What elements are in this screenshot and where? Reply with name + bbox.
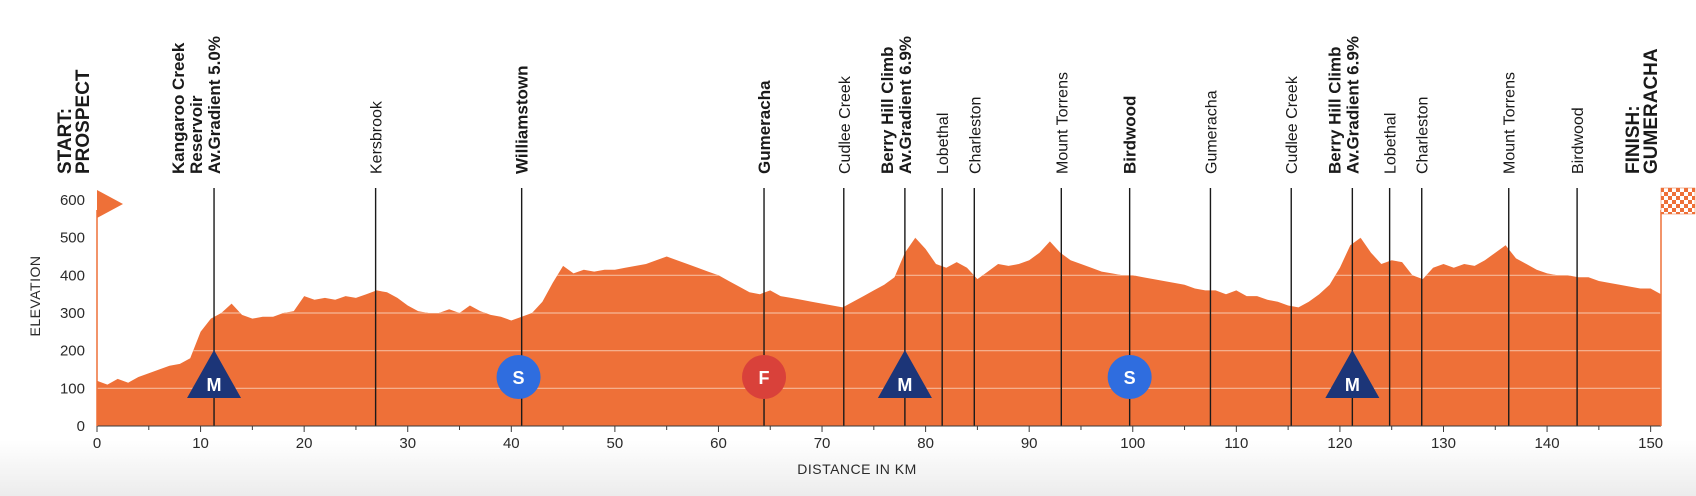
waypoint-label: Williamstown (513, 66, 532, 174)
start-finish-flags (97, 187, 1696, 218)
x-tick-label: 100 (1120, 435, 1145, 452)
marker-letter: M (1345, 375, 1360, 395)
waypoint-label: Mount Torrens (1054, 72, 1071, 174)
x-tick-label: 40 (503, 435, 520, 452)
x-tick-label: 120 (1327, 435, 1352, 452)
marker-letter: F (759, 368, 770, 388)
x-tick-label: 150 (1638, 435, 1663, 452)
marker-letter: M (207, 375, 222, 395)
marker-letter: M (897, 375, 912, 395)
waypoint-label: Charleston (1415, 97, 1432, 174)
waypoint-label: Av.Gradient 6.9% (1343, 36, 1362, 174)
x-tick-label: 30 (399, 435, 416, 452)
waypoint-label: Gumeracha (755, 80, 774, 174)
waypoint-label: Lobethal (1383, 113, 1400, 174)
marker-letter: S (1124, 368, 1136, 388)
elevation-profile-area (97, 237, 1661, 426)
mountain-climb-marker (877, 350, 932, 398)
x-tick-label: 90 (1021, 435, 1038, 452)
waypoint-label: Kangaroo Creek (169, 42, 188, 174)
waypoint-label: Birdwood (1570, 107, 1587, 174)
x-tick-label: 0 (93, 435, 101, 452)
sprint-marker (496, 355, 541, 399)
finish-flag (1660, 187, 1696, 215)
x-tick-label: 60 (710, 435, 727, 452)
waypoint-label: Berry Hill Climb (1325, 46, 1344, 174)
waypoint-labels: START:PROSPECT Kangaroo Creek Reservoir Av.… (55, 36, 1662, 174)
y-tick-label: 600 (60, 192, 85, 209)
waypoint-label: Cudlee Creek (837, 75, 854, 174)
waypoint-label: GUMERACHA (1641, 48, 1662, 174)
y-tick-label: 300 (60, 305, 85, 322)
waypoint-label: Charleston (967, 97, 984, 174)
waypoint-label: Berry Hill Climb (878, 46, 897, 174)
x-tick-label: 130 (1431, 435, 1456, 452)
mountain-climb-marker (187, 350, 242, 398)
feed-zone-marker (742, 355, 787, 399)
sprint-marker (1107, 355, 1152, 399)
mountain-climb-marker (1325, 350, 1380, 398)
waypoint-label: PROSPECT (73, 69, 94, 174)
y-tick-label: 500 (60, 230, 85, 247)
waypoint-label: FINISH: (1623, 105, 1644, 174)
x-tick-label: 20 (296, 435, 313, 452)
y-tick-label: 200 (60, 343, 85, 360)
waypoint-label: Av.Gradient 5.0% (205, 36, 224, 174)
waypoint-label: Reservoir (187, 95, 206, 174)
waypoint-label: Mount Torrens (1502, 72, 1519, 174)
waypoint-label: Birdwood (1121, 96, 1140, 174)
x-tick-label: 10 (192, 435, 209, 452)
waypoint-label: Kersbrook (369, 100, 386, 174)
waypoint-label: Av.Gradient 6.9% (896, 36, 915, 174)
bottom-fade (0, 440, 1696, 496)
y-tick-label: 400 (60, 267, 85, 284)
profile-gridlines (97, 237, 1661, 389)
y-tick-label: 0 (77, 418, 85, 435)
x-tick-label: 80 (917, 435, 934, 452)
waypoint-label: Cudlee Creek (1284, 75, 1301, 174)
axes: 0 10 20 30 40 50 60 70 80 90 100 110 120 130 140 150 0 10… (60, 192, 1663, 452)
waypoint-label: START: (55, 108, 76, 174)
marker-letter: S (513, 368, 525, 388)
x-tick-label: 50 (607, 435, 624, 452)
x-tick-label: 140 (1535, 435, 1560, 452)
waypoint-label: Gumeracha (1203, 90, 1220, 174)
x-tick-label: 70 (814, 435, 831, 452)
start-flag (97, 190, 123, 218)
y-tick-label: 100 (60, 380, 85, 397)
x-tick-label: 110 (1224, 435, 1248, 452)
y-axis-title: ELEVATION (27, 255, 43, 336)
x-axis-title: DISTANCE IN KM (797, 461, 917, 477)
waypoint-label: Lobethal (935, 113, 952, 174)
